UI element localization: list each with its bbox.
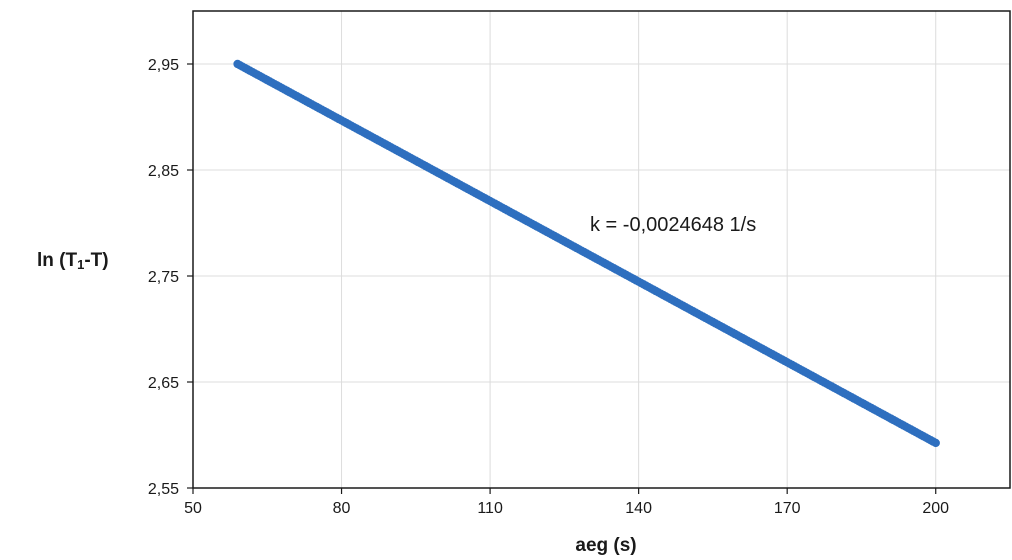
y-tick-label: 2,85 [148,163,179,180]
x-tick-label: 80 [333,500,351,517]
slope-annotation: k = -0,0024648 1/s [590,214,756,236]
x-tick-label: 110 [477,500,503,517]
x-axis-title: aeg (s) [575,535,636,556]
x-tick-label: 50 [184,500,202,517]
x-tick-label: 170 [774,500,801,517]
x-axis-ticks: 50 80 110 140 170 200 [184,488,949,517]
y-tick-label: 2,65 [148,375,179,392]
data-series [233,59,940,448]
y-tick-label: 2,95 [148,57,179,74]
x-tick-label: 140 [625,500,652,517]
x-tick-label: 200 [922,500,949,517]
y-tick-label: 2,55 [148,481,179,498]
y-axis-title: ln (T1-T) [37,250,109,272]
y-axis-title-main: ln (T [37,250,77,271]
plot-area-frame [192,10,1011,489]
y-tick-label: 2,75 [148,269,179,286]
y-axis-ticks: 2,55 2,65 2,75 2,85 2,95 [148,57,193,498]
y-axis-title-subscript: 1 [77,257,84,272]
y-axis-title-tail: -T) [84,250,108,271]
data-point [931,438,940,448]
